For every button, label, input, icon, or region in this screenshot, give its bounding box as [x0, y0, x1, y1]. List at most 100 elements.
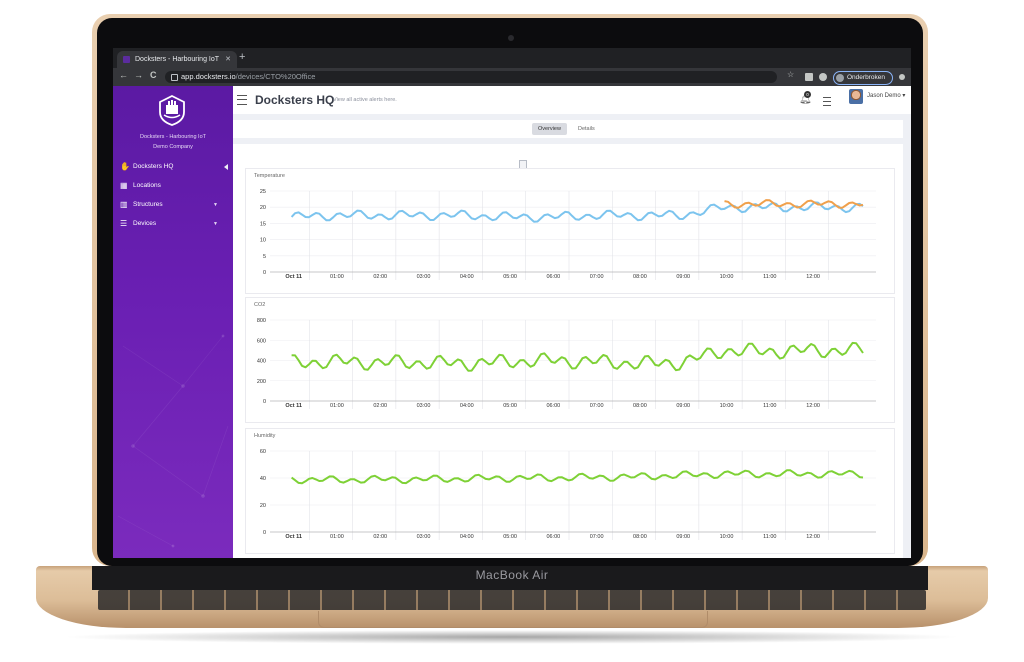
x-tick-label: 01:00: [330, 274, 344, 280]
puzzle-icon[interactable]: [819, 73, 827, 81]
x-tick-label: 12:00: [806, 403, 820, 409]
x-tick-label: 09:00: [676, 534, 690, 540]
docksters-logo: [159, 94, 185, 126]
y-tick-label: 0: [263, 399, 266, 405]
x-tick-label: 05:00: [503, 403, 517, 409]
tab-details[interactable]: Details: [578, 126, 595, 132]
building-icon: ▥: [120, 200, 128, 209]
network-background: [117, 334, 229, 548]
x-tick-label: 11:00: [763, 403, 776, 409]
humidity-chart: 0 20 40 60 Oct 11 01:00 02:00 03:00 04:00 05:00 06…: [260, 449, 876, 540]
x-tick-label: 06:00: [546, 534, 560, 540]
company-line-1: Docksters - Harbouring IoT: [139, 134, 207, 140]
co2-chart: 0 200 400 600 800 Oct 11 01:00 02:00 03:00 04:00 0…: [257, 318, 876, 409]
page-subtitle: View all active alerts here.: [333, 97, 397, 103]
y-tick-label: 20: [260, 205, 266, 211]
x-tick-label: 06:00: [546, 403, 560, 409]
extension-icon[interactable]: [805, 73, 813, 81]
tab-overview[interactable]: Overview: [532, 123, 567, 135]
close-tab-icon[interactable]: ✕: [225, 56, 231, 63]
profile-label: Onderbroken: [847, 74, 885, 81]
sidebar-item-label: Locations: [133, 182, 161, 189]
x-tick-label: 12:00: [806, 534, 820, 540]
browser-toolbar: ← → C app.docksters.io/devices/CTO%20Off…: [113, 68, 911, 86]
bookmark-star-icon[interactable]: ☆: [787, 70, 795, 79]
y-tick-label: 40: [260, 476, 266, 482]
series-line: [724, 199, 864, 209]
y-tick-label: 20: [260, 503, 266, 509]
back-arrow-icon[interactable]: ←: [119, 70, 128, 80]
forward-arrow-icon[interactable]: →: [134, 70, 143, 80]
user-menu[interactable]: Jason Demo ▾: [867, 93, 906, 99]
device-brand-label: MacBook Air: [475, 568, 549, 582]
chevron-down-icon[interactable]: ▼: [213, 221, 218, 227]
x-tick-label: 01:00: [330, 403, 344, 409]
x-tick-label: 11:00: [763, 274, 776, 280]
chart-title: CO2: [254, 302, 266, 308]
sidebar-item-locations[interactable]: ▦ Locations: [113, 178, 233, 194]
sidebar-item-docksters-hq[interactable]: ✋ Docksters HQ: [113, 159, 233, 175]
sidebar-item-structures[interactable]: ▥ Structures ▼: [113, 197, 233, 213]
hamburger-menu-icon[interactable]: [237, 95, 247, 105]
reload-icon[interactable]: C: [150, 70, 157, 80]
tab-title: Docksters - Harbouring IoT: [135, 56, 220, 63]
sidebar: Docksters - Harbouring IoT Demo Company …: [113, 86, 233, 558]
x-tick-label: 11:00: [763, 534, 776, 540]
x-tick-label: 10:00: [720, 403, 734, 409]
series-line: [290, 201, 864, 223]
url-host: app.docksters.io: [181, 72, 236, 81]
x-tick-label: 07:00: [590, 274, 604, 280]
overview-panel: Temperature 0 5 10 15 20 25 Oct 11 01:00 02:00 03…: [233, 144, 903, 558]
favicon-icon: [123, 56, 130, 63]
browser-tab[interactable]: Docksters - Harbouring IoT ✕: [117, 51, 237, 68]
bell-icon[interactable]: 🔔︎: [799, 94, 812, 105]
main-content: Overview Details Temperature 0 5 10 15 20 25 O…: [233, 114, 911, 558]
notification-badge: 0: [804, 91, 811, 98]
sidebar-item-label: Structures: [133, 201, 163, 208]
x-tick-label: 05:00: [503, 534, 517, 540]
x-tick-label: 10:00: [720, 274, 734, 280]
camera: [508, 35, 514, 41]
x-tick-label: 08:00: [633, 534, 647, 540]
app-header: Docksters HQ View all active alerts here…: [233, 86, 911, 115]
x-tick-label: 06:00: [546, 274, 560, 280]
x-tick-label: 02:00: [373, 534, 387, 540]
x-tick-label: 07:00: [590, 403, 604, 409]
y-tick-label: 15: [260, 221, 266, 227]
x-tick-label: 10:00: [720, 534, 734, 540]
lock-icon: [171, 74, 178, 81]
temperature-chart: 0 5 10 15 20 25 Oct 11 01:00 02:00 03:00 04:00 05:0…: [260, 189, 876, 280]
series-line: [291, 469, 864, 485]
screen: Docksters - Harbouring IoT ✕ + ← → C app…: [113, 48, 911, 558]
y-tick-label: 10: [260, 238, 266, 244]
laptop-shadow: [60, 630, 964, 644]
user-avatar[interactable]: [849, 89, 863, 104]
y-tick-label: 5: [263, 254, 266, 260]
sidebar-item-label: Devices: [133, 220, 157, 227]
url-path: /devices/CTO%20Office: [235, 72, 316, 81]
list-icon[interactable]: [823, 97, 831, 106]
hand-icon: ✋: [120, 162, 130, 171]
trackpad: [318, 611, 708, 628]
server-icon: ☰: [120, 219, 128, 228]
y-tick-label: 60: [260, 449, 266, 455]
x-tick-label: 04:00: [460, 534, 474, 540]
x-tick-label: Oct 11: [285, 534, 302, 540]
x-tick-label: Oct 11: [285, 274, 302, 280]
y-tick-label: 800: [257, 318, 266, 324]
x-tick-label: 05:00: [503, 274, 517, 280]
keyboard: [98, 590, 926, 610]
y-tick-label: 25: [260, 189, 266, 195]
x-tick-label: 07:00: [590, 534, 604, 540]
browser-menu-icon[interactable]: [899, 74, 905, 80]
profile-chip[interactable]: Onderbroken: [833, 71, 893, 85]
y-tick-label: 200: [257, 379, 266, 385]
company-line-2: Demo Company: [153, 144, 193, 150]
new-tab-button[interactable]: +: [239, 51, 246, 63]
y-tick-label: 600: [257, 338, 266, 344]
chevron-down-icon[interactable]: ▼: [213, 202, 218, 208]
x-tick-label: 08:00: [633, 403, 647, 409]
page-title: Docksters HQ: [255, 93, 335, 107]
address-bar[interactable]: app.docksters.io/devices/CTO%20Office: [165, 71, 777, 83]
sidebar-item-devices[interactable]: ☰ Devices ▼: [113, 216, 233, 232]
